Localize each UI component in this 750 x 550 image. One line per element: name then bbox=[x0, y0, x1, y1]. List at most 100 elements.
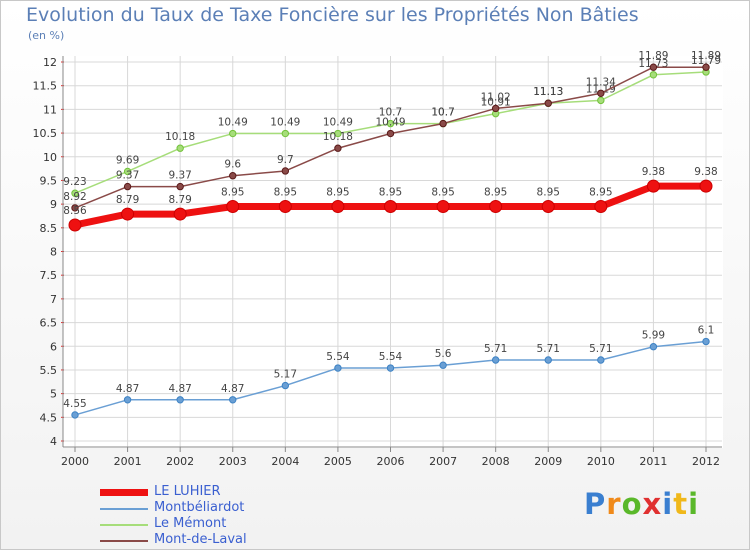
x-tick-label: 2005 bbox=[324, 455, 352, 468]
legend-swatch bbox=[100, 489, 148, 496]
data-point bbox=[649, 63, 658, 71]
data-label: 9.6 bbox=[224, 159, 241, 171]
data-label: 10.91 bbox=[481, 97, 511, 109]
data-label: 10.49 bbox=[218, 117, 248, 129]
data-point bbox=[699, 179, 713, 193]
y-tick-label: 8 bbox=[50, 246, 57, 259]
data-label: 8.95 bbox=[431, 186, 454, 198]
data-point bbox=[123, 167, 132, 176]
data-point bbox=[121, 207, 135, 221]
data-point bbox=[439, 119, 447, 128]
y-tick-label: 4.5 bbox=[40, 411, 58, 424]
data-label: 10.18 bbox=[323, 131, 353, 143]
y-tick-label: 9 bbox=[50, 198, 57, 211]
data-label: 10.49 bbox=[323, 117, 353, 129]
data-point bbox=[649, 343, 658, 351]
data-label: 10.18 bbox=[165, 131, 195, 143]
data-point bbox=[386, 119, 395, 128]
data-point bbox=[278, 199, 292, 213]
data-point bbox=[491, 356, 500, 364]
data-point bbox=[281, 381, 290, 390]
x-tick-label: 2003 bbox=[219, 455, 247, 468]
x-tick-label: 2002 bbox=[166, 455, 194, 468]
data-point bbox=[68, 218, 82, 232]
legend-label: Montbéliardot bbox=[154, 500, 245, 515]
data-label: 9.38 bbox=[642, 166, 665, 178]
y-tick-label: 7 bbox=[50, 293, 57, 306]
data-label: 5.54 bbox=[379, 351, 403, 363]
data-label: 9.23 bbox=[63, 176, 86, 188]
data-label: 5.6 bbox=[435, 348, 452, 360]
y-tick-label: 12 bbox=[43, 56, 57, 69]
data-label: 10.7 bbox=[431, 107, 454, 119]
data-label: 9.38 bbox=[694, 166, 717, 178]
x-tick-label: 2010 bbox=[587, 455, 615, 468]
chart-title: Evolution du Taux de Taxe Foncière sur l… bbox=[26, 4, 639, 26]
x-tick-label: 2007 bbox=[429, 455, 457, 468]
data-label: 8.79 bbox=[168, 194, 191, 206]
data-label: 5.71 bbox=[589, 343, 612, 355]
data-label: 8.95 bbox=[274, 186, 297, 198]
data-point bbox=[176, 396, 184, 404]
data-label: 9.37 bbox=[116, 170, 139, 182]
data-label: 11.34 bbox=[586, 76, 616, 88]
legend-label: LE LUHIER bbox=[154, 484, 221, 499]
y-tick-label: 10.5 bbox=[33, 127, 58, 140]
data-point bbox=[331, 199, 345, 213]
data-label: 10.7 bbox=[431, 107, 454, 119]
data-point bbox=[646, 179, 660, 193]
y-tick-label: 9.5 bbox=[40, 174, 58, 187]
data-label: 11.13 bbox=[533, 86, 563, 98]
y-tick-label: 8.5 bbox=[40, 222, 58, 235]
data-point bbox=[176, 144, 184, 152]
data-point bbox=[123, 182, 132, 191]
data-label: 11.02 bbox=[481, 91, 511, 103]
data-point bbox=[436, 199, 450, 213]
data-point bbox=[281, 129, 290, 138]
data-point bbox=[597, 89, 605, 97]
legend-swatch bbox=[100, 524, 148, 526]
data-point bbox=[71, 204, 79, 212]
data-label: 11.89 bbox=[691, 50, 721, 62]
data-label: 6.1 bbox=[698, 325, 715, 337]
data-label: 9.69 bbox=[116, 154, 139, 166]
y-tick-label: 11.5 bbox=[33, 80, 58, 93]
series-montbeliardot: 4.55 4.87 4.87 4.87 5.17 5.54 5.54 5.6 5.71 5.71 5… bbox=[63, 325, 714, 419]
data-point bbox=[541, 199, 555, 213]
data-point bbox=[71, 189, 79, 197]
y-tick-label: 5.5 bbox=[40, 364, 58, 377]
data-point bbox=[597, 356, 605, 364]
data-point bbox=[334, 129, 342, 138]
y-tick-label: 6 bbox=[50, 340, 57, 353]
y-tick-label: 5 bbox=[50, 388, 57, 401]
proxiti-logo: Proxiti bbox=[584, 487, 700, 521]
data-label: 8.95 bbox=[537, 186, 560, 198]
data-point bbox=[544, 356, 552, 364]
data-label: 4.87 bbox=[221, 383, 244, 395]
y-tick-label: 11 bbox=[43, 103, 57, 116]
data-point bbox=[544, 99, 552, 107]
x-tick-label: 2001 bbox=[114, 455, 142, 468]
data-point bbox=[386, 129, 395, 138]
data-point bbox=[594, 199, 608, 213]
data-label: 8.95 bbox=[379, 186, 402, 198]
data-point bbox=[334, 144, 342, 152]
data-label: 11.19 bbox=[586, 83, 616, 95]
data-point bbox=[384, 199, 397, 213]
legend-label: Le Mémont bbox=[154, 516, 227, 531]
data-label: 9.7 bbox=[277, 154, 294, 166]
data-label: 8.95 bbox=[589, 186, 612, 198]
data-point bbox=[597, 96, 605, 105]
chart-unit: (en %) bbox=[28, 29, 65, 42]
legend-swatch bbox=[100, 508, 148, 510]
y-tick-label: 10 bbox=[43, 151, 57, 164]
data-label: 11.79 bbox=[691, 55, 721, 67]
x-tick-label: 2012 bbox=[692, 455, 720, 468]
data-point bbox=[281, 167, 290, 175]
data-point bbox=[702, 63, 710, 71]
x-tick-label: 2006 bbox=[377, 455, 405, 468]
data-label: 8.95 bbox=[326, 186, 349, 198]
data-point bbox=[439, 361, 447, 369]
data-label: 10.7 bbox=[379, 107, 402, 119]
